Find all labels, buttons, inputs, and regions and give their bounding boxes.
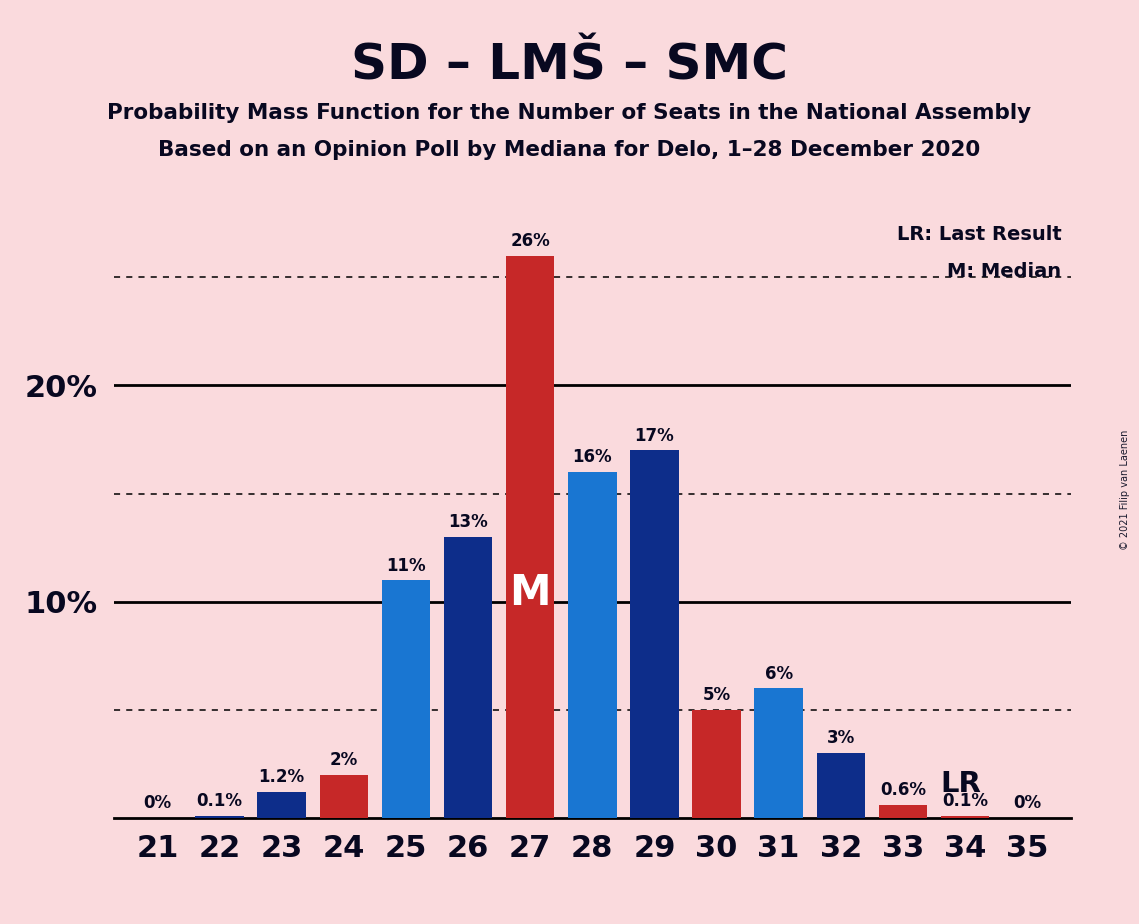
Bar (320, 774, 368, 818)
Bar (754, 688, 803, 818)
Bar (382, 580, 431, 818)
Text: 26%: 26% (510, 232, 550, 250)
Text: 1.2%: 1.2% (259, 769, 305, 786)
Text: 0.1%: 0.1% (942, 792, 988, 810)
Text: 6%: 6% (764, 664, 793, 683)
Text: 0.1%: 0.1% (197, 792, 243, 810)
Bar (630, 450, 679, 818)
Text: SD – LMŠ – SMC: SD – LMŠ – SMC (351, 42, 788, 90)
Text: M: Median: M: Median (948, 262, 1062, 281)
Bar (444, 537, 492, 818)
Text: Based on an Opinion Poll by Mediana for Delo, 1–28 December 2020: Based on an Opinion Poll by Mediana for … (158, 140, 981, 161)
Text: 13%: 13% (448, 514, 487, 531)
Bar (878, 805, 927, 818)
Text: 17%: 17% (634, 427, 674, 444)
Text: 0.6%: 0.6% (880, 782, 926, 799)
Text: 5%: 5% (703, 687, 730, 704)
Text: 3%: 3% (827, 729, 855, 748)
Text: 0%: 0% (144, 795, 172, 812)
Bar (817, 753, 865, 818)
Bar (941, 816, 990, 818)
Text: 16%: 16% (573, 448, 612, 467)
Bar (257, 792, 306, 818)
Text: M: M (509, 572, 551, 614)
Text: 11%: 11% (386, 556, 426, 575)
Text: 0%: 0% (1013, 795, 1041, 812)
Text: LR: LR (940, 771, 981, 798)
Bar (506, 256, 555, 818)
Text: LR: Last Result: LR: Last Result (896, 225, 1062, 245)
Bar (693, 710, 740, 818)
Text: 2%: 2% (329, 751, 358, 769)
Text: © 2021 Filip van Laenen: © 2021 Filip van Laenen (1121, 430, 1130, 550)
Bar (568, 472, 616, 818)
Text: Probability Mass Function for the Number of Seats in the National Assembly: Probability Mass Function for the Number… (107, 103, 1032, 124)
Bar (195, 816, 244, 818)
